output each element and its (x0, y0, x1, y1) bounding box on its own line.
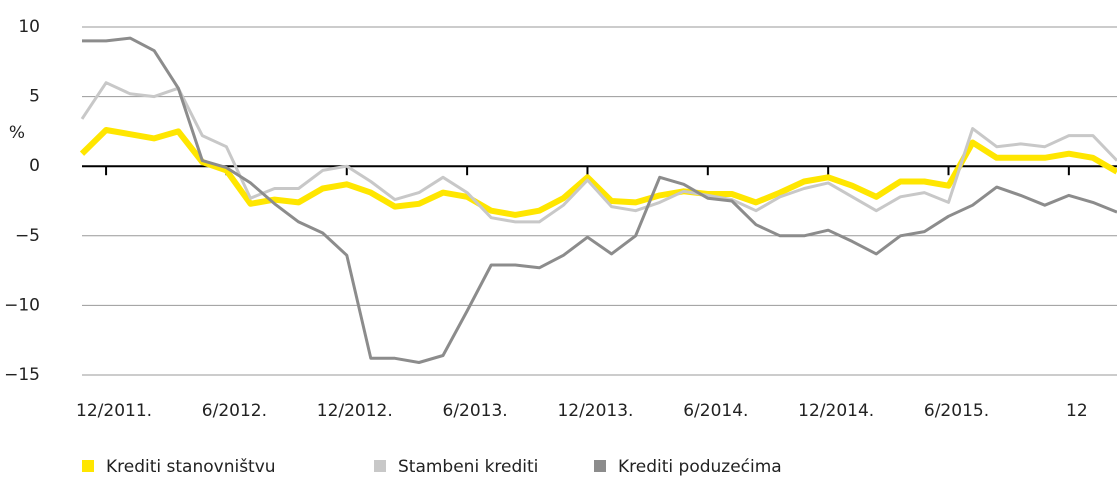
x-tick-label: 12/2013. (557, 401, 633, 421)
y-tick-label: 5 (29, 87, 40, 107)
x-tick-label: 6/2014. (683, 401, 748, 421)
y-tick-label: 10 (18, 17, 40, 37)
x-tick-label: 12/2014. (798, 401, 874, 421)
y-tick-label: −5 (15, 226, 40, 246)
x-tick-label: 12 (1066, 401, 1088, 421)
legend-swatch (594, 460, 606, 472)
x-tick-label: 12/2011. (76, 401, 152, 421)
legend-swatch (82, 460, 94, 472)
legend-swatch (374, 460, 386, 472)
y-axis-label: % (9, 123, 25, 143)
series-line (82, 36, 1117, 364)
series-line (79, 127, 1117, 218)
x-tick-label: 6/2013. (443, 401, 508, 421)
x-tick-label: 6/2012. (202, 401, 267, 421)
x-tick-label: 12/2012. (317, 401, 393, 421)
legend-label: Krediti stanovništvu (106, 457, 276, 477)
y-tick-label: −10 (4, 295, 40, 315)
series-line (80, 81, 1117, 224)
legend-label: Stambeni krediti (398, 457, 538, 477)
y-tick-label: 0 (29, 156, 40, 176)
y-tick-label: −15 (4, 365, 40, 385)
x-tick-label: 6/2015. (924, 401, 989, 421)
legend-label: Krediti poduzećima (618, 457, 782, 477)
